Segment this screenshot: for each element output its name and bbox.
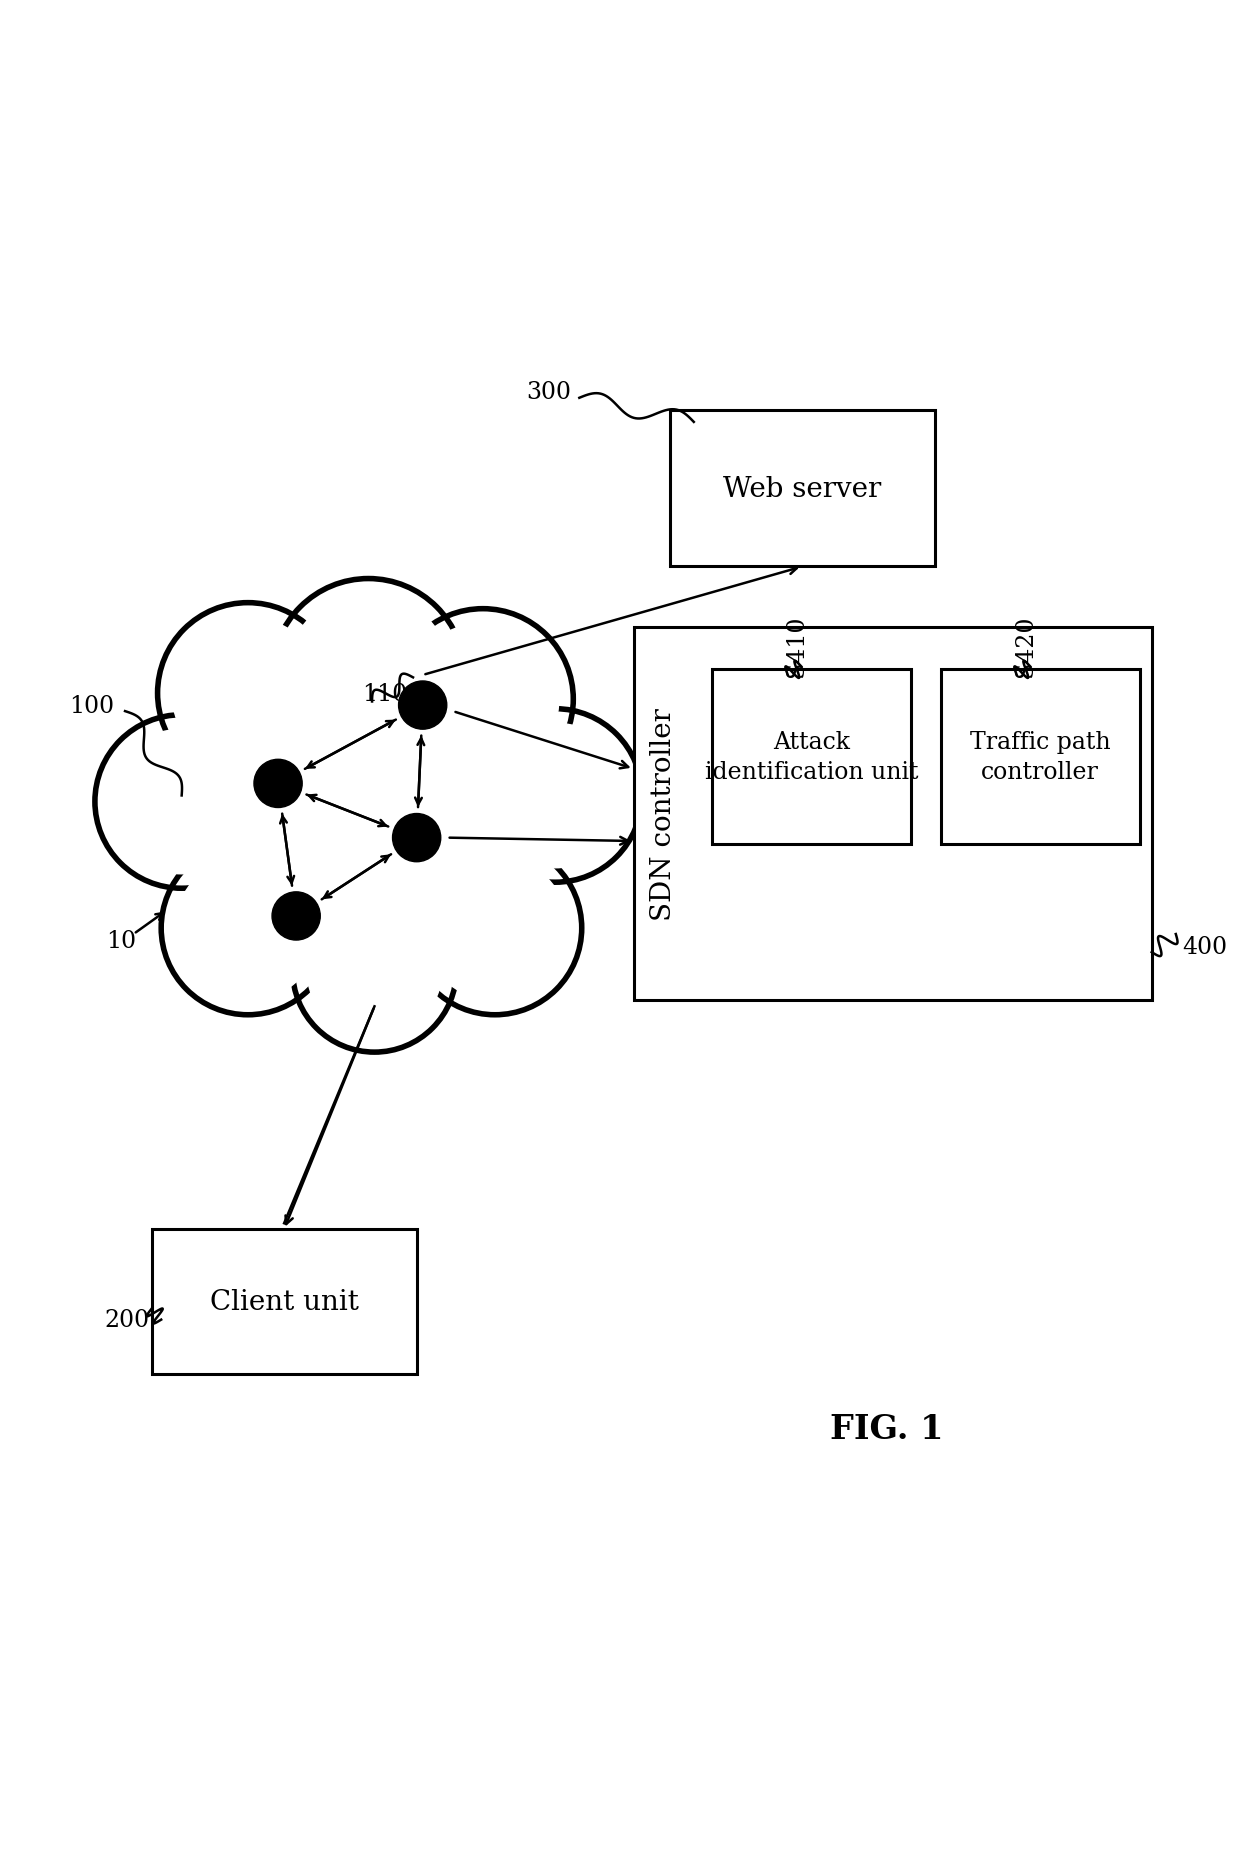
Text: Traffic path
controller: Traffic path controller [970,730,1111,784]
Circle shape [161,841,335,1016]
Text: SDN controller: SDN controller [650,708,677,921]
Circle shape [157,604,339,784]
Text: Attack
identification unit: Attack identification unit [704,730,918,784]
Circle shape [308,903,441,1038]
Text: 400: 400 [1182,936,1226,958]
Text: Web server: Web server [723,475,882,503]
Bar [634,628,1152,1001]
Bar [712,670,910,845]
Text: 10: 10 [107,928,136,953]
Circle shape [423,856,567,1001]
Circle shape [393,609,573,789]
Text: 300: 300 [527,381,572,405]
Text: S420: S420 [1013,615,1037,676]
Circle shape [272,579,465,773]
Circle shape [398,682,446,730]
Text: S410: S410 [785,615,807,676]
Circle shape [200,652,525,977]
Circle shape [176,856,320,1001]
Text: Client unit: Client unit [210,1289,358,1315]
Circle shape [393,813,440,862]
Bar [151,1229,417,1374]
Circle shape [286,594,450,758]
Bar [941,670,1140,845]
Circle shape [95,715,268,890]
Circle shape [272,893,320,940]
Circle shape [482,724,627,869]
Circle shape [293,890,456,1053]
Circle shape [254,760,303,808]
Text: FIG. 1: FIG. 1 [830,1411,944,1445]
Text: 110: 110 [362,682,408,706]
Circle shape [469,709,642,882]
Bar [670,410,935,566]
Text: 100: 100 [68,695,114,717]
Circle shape [172,618,324,769]
Circle shape [109,730,254,875]
Text: 200: 200 [105,1309,150,1331]
Circle shape [206,657,520,971]
Circle shape [408,841,582,1016]
Circle shape [407,624,559,776]
